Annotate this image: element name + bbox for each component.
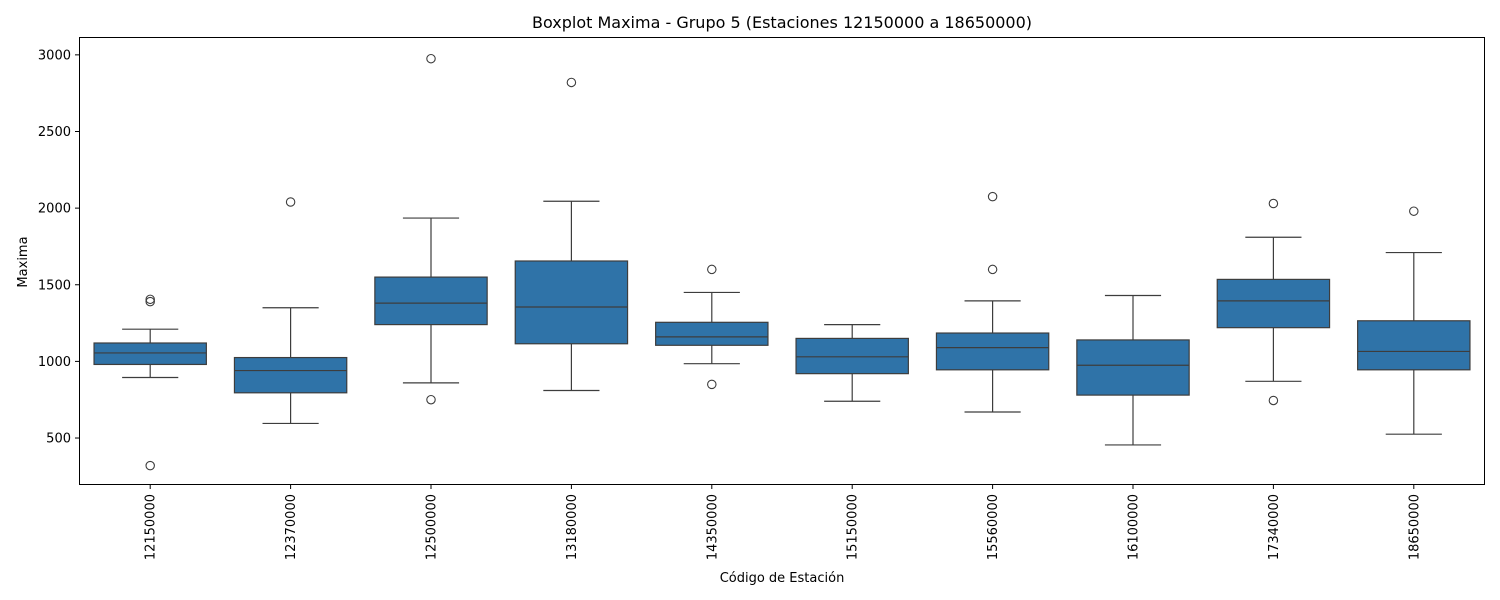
box-iqr [514,260,629,345]
outlier-point [707,379,717,390]
box-group-12500000 [374,53,488,405]
box-iqr [233,356,348,394]
plot-frame [79,37,1485,485]
box-iqr [93,342,207,366]
box-iqr [655,321,769,346]
outlier-point [426,394,436,405]
y-tick-label: 1000 [38,355,71,370]
outlier-point [566,77,577,88]
box-group-18650000 [1357,206,1471,435]
x-tick-label: 18650000 [1407,494,1422,560]
box-group-15150000 [795,324,909,402]
x-tick-label: 17340000 [1267,494,1282,560]
x-tick-label: 12150000 [144,494,159,560]
x-tick-label: 12370000 [284,494,299,560]
box-iqr [1216,278,1331,329]
outlier-point [987,264,998,275]
x-tick-label: 16100000 [1127,494,1142,560]
outlier-point [145,294,155,305]
box-group-12150000 [93,294,207,471]
box-group-15560000 [935,191,1050,413]
y-tick-label: 500 [46,432,71,447]
outlier-point [285,197,296,207]
outlier-point [1268,395,1279,406]
x-axis-label: Código de Estación [720,571,845,586]
x-tick-label: 13180000 [565,494,580,560]
x-tick-label: 15560000 [986,494,1001,560]
box-group-13180000 [514,77,629,392]
y-axis: 500 1000 1500 2000 2500 3000 [38,48,80,447]
outlier-point [1268,198,1279,209]
box-iqr [374,276,488,326]
box-group-14350000 [655,264,769,390]
y-tick-label: 1500 [38,278,71,293]
outlier-point [1409,206,1419,216]
box-group-12370000 [233,197,348,425]
outlier-point [987,191,998,202]
x-axis: 12150000 12370000 12500000 13180000 14350000… [144,484,1422,560]
box-group-17340000 [1216,198,1331,406]
outlier-point [707,264,717,275]
x-tick-label: 15150000 [846,494,861,560]
box-iqr [935,332,1050,371]
x-tick-label: 14350000 [705,494,720,560]
outlier-point [426,53,436,64]
y-tick-label: 2000 [38,202,71,217]
box-group-16100000 [1076,294,1190,446]
outlier-point [145,460,155,471]
chart-title: Boxplot Maxima - Grupo 5 (Estaciones 121… [532,13,1032,32]
y-axis-label: Maxima [16,236,31,287]
outlier-point [145,296,155,307]
y-tick-label: 2500 [38,125,71,140]
box-iqr [1076,339,1190,396]
y-tick-label: 3000 [38,48,71,63]
boxes-layer [93,53,1471,471]
x-tick-label: 12500000 [425,494,440,560]
box-iqr [795,337,909,375]
box-iqr [1357,320,1471,371]
